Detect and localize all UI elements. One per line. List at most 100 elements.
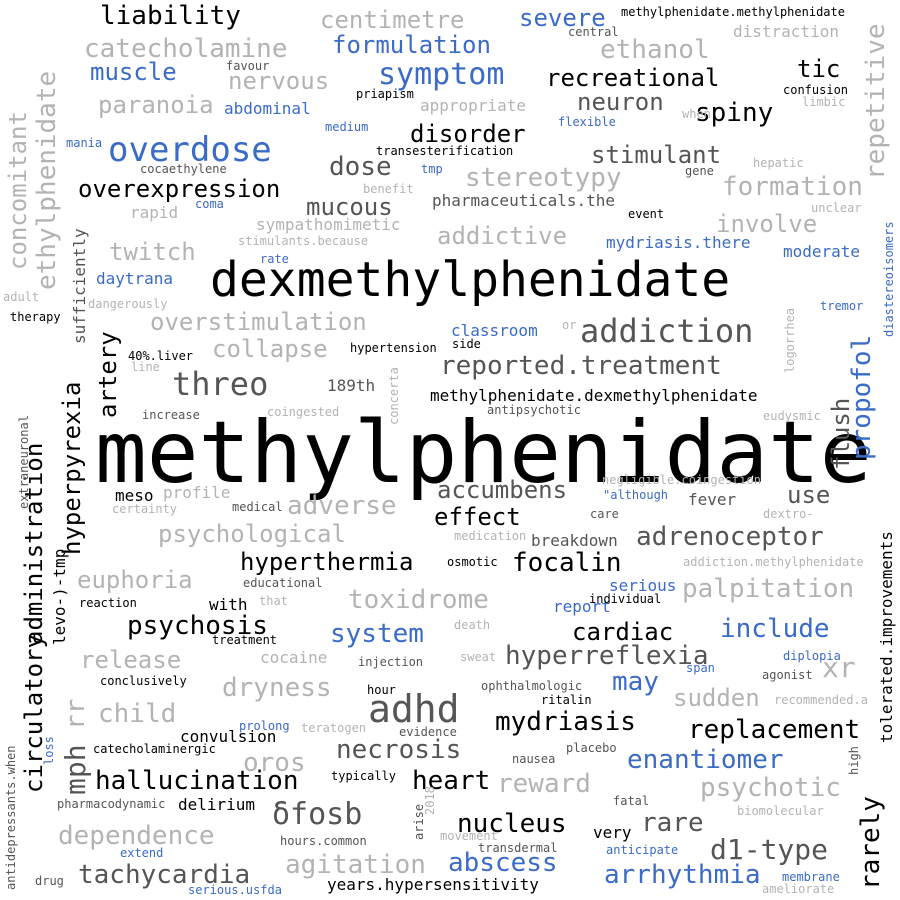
word-105: hepatic bbox=[753, 156, 804, 170]
word-65: dose bbox=[329, 152, 392, 182]
word-115: stimulants.because bbox=[238, 234, 369, 248]
word-103: mania bbox=[66, 136, 103, 150]
word-141: that bbox=[259, 594, 288, 608]
word-13: psychosis bbox=[127, 611, 268, 641]
word-4: adhd bbox=[368, 687, 460, 731]
word-50: liability bbox=[100, 1, 241, 31]
word-9: overstimulation bbox=[150, 308, 367, 336]
word-88: years.hypersensitivity bbox=[327, 875, 539, 894]
word-68: overexpression bbox=[78, 175, 281, 203]
word-114: sympathomimetic bbox=[256, 215, 401, 234]
word-75: mydriasis.there bbox=[606, 233, 751, 252]
word-43: use bbox=[787, 481, 831, 509]
word-170: anticipate bbox=[606, 843, 679, 857]
word-163: pharmacodynamic bbox=[57, 797, 166, 811]
word-6: δfosb bbox=[272, 797, 363, 832]
word-98: confusion bbox=[783, 83, 849, 97]
word-82: breakdown bbox=[531, 531, 618, 550]
word-1: dexmethylphenidate bbox=[210, 252, 731, 308]
word-118: dangerously bbox=[88, 297, 168, 311]
word-119: therapy bbox=[10, 310, 61, 324]
word-47: may bbox=[612, 667, 659, 697]
word-16: include bbox=[720, 614, 830, 644]
word-158: evidence bbox=[399, 725, 457, 739]
word-80: profile bbox=[163, 483, 231, 502]
word-90: serious bbox=[609, 576, 677, 595]
word-7: symptom bbox=[378, 57, 505, 92]
word-128: antipsychotic bbox=[487, 403, 581, 417]
word-51: catecholamine bbox=[84, 34, 288, 64]
word-143: treatment bbox=[212, 633, 278, 647]
word-142: individual bbox=[589, 592, 662, 606]
word-85: convulsion bbox=[180, 727, 277, 746]
word-183: rr bbox=[61, 698, 91, 730]
word-8: reported.treatment bbox=[440, 351, 722, 381]
word-37: euphoria bbox=[77, 566, 193, 594]
word-73: daytrana bbox=[96, 269, 174, 288]
word-18: replacement bbox=[688, 715, 861, 745]
word-21: arrhythmia bbox=[604, 860, 761, 890]
word-127: coingested bbox=[267, 405, 340, 419]
word-93: central bbox=[568, 25, 619, 39]
word-131: "although bbox=[603, 488, 669, 502]
word-137: osmotic bbox=[447, 555, 498, 569]
word-157: teratogen bbox=[301, 721, 367, 735]
word-151: conclusively bbox=[100, 674, 187, 688]
word-135: dextro- bbox=[763, 507, 814, 521]
word-72: twitch bbox=[109, 238, 196, 266]
word-101: flexible bbox=[558, 115, 616, 129]
word-42: adrenoceptor bbox=[636, 522, 824, 552]
word-35: dryness bbox=[222, 673, 332, 703]
word-160: placebo bbox=[566, 741, 617, 755]
word-27: heart bbox=[412, 766, 491, 796]
word-64: stimulant bbox=[591, 141, 722, 169]
word-117: adult bbox=[3, 290, 40, 304]
word-33: oros bbox=[243, 748, 306, 778]
word-198: 2018 bbox=[423, 786, 437, 815]
word-48: sudden bbox=[673, 684, 760, 712]
word-171: drug bbox=[35, 874, 64, 888]
word-147: span bbox=[686, 661, 715, 675]
word-45: hyperthermia bbox=[240, 548, 414, 576]
word-166: hours.common bbox=[280, 834, 367, 848]
word-150: agonist bbox=[762, 668, 813, 682]
word-19: enantiomer bbox=[627, 745, 784, 775]
word-99: limbic bbox=[802, 95, 846, 109]
word-174: ameliorate bbox=[762, 882, 835, 896]
word-184: levo-)-tmp bbox=[50, 548, 69, 645]
word-36: release bbox=[80, 646, 182, 674]
word-154: recommended.a bbox=[774, 693, 868, 707]
word-86: delirium bbox=[178, 795, 256, 814]
word-188: repetitive bbox=[861, 23, 891, 180]
word-132: certainty bbox=[112, 502, 178, 516]
word-5: threo bbox=[172, 365, 269, 403]
word-153: hour bbox=[367, 683, 396, 697]
word-34: child bbox=[98, 699, 177, 729]
word-52: muscle bbox=[90, 58, 177, 86]
word-181: circulatory bbox=[20, 634, 48, 793]
word-165: biomolecular bbox=[737, 804, 824, 818]
word-112: event bbox=[628, 207, 665, 221]
word-187: loss bbox=[42, 736, 56, 765]
word-24: dependence bbox=[58, 821, 215, 851]
word-89: report bbox=[553, 597, 611, 616]
word-60: tic bbox=[797, 55, 841, 83]
word-116: rate bbox=[260, 252, 289, 266]
word-94: distraction bbox=[733, 22, 839, 41]
word-87: very bbox=[593, 823, 632, 842]
word-109: benefit bbox=[363, 182, 414, 196]
word-133: medical bbox=[232, 500, 283, 514]
word-49: xr bbox=[822, 651, 856, 684]
word-191: diastereoisomers bbox=[882, 221, 896, 337]
word-193: tolerated.improvements bbox=[877, 531, 896, 743]
word-30: rare bbox=[641, 808, 704, 838]
word-100: medium bbox=[325, 120, 369, 134]
word-38: psychological bbox=[158, 520, 346, 548]
word-155: ritalin bbox=[541, 693, 592, 707]
word-148: diplopia bbox=[783, 649, 841, 663]
word-56: formulation bbox=[332, 31, 491, 59]
word-175: ethylphenidate bbox=[32, 70, 62, 290]
word-96: priapism bbox=[356, 87, 414, 101]
word-178: artery bbox=[94, 331, 122, 418]
word-23: agitation bbox=[285, 850, 426, 880]
